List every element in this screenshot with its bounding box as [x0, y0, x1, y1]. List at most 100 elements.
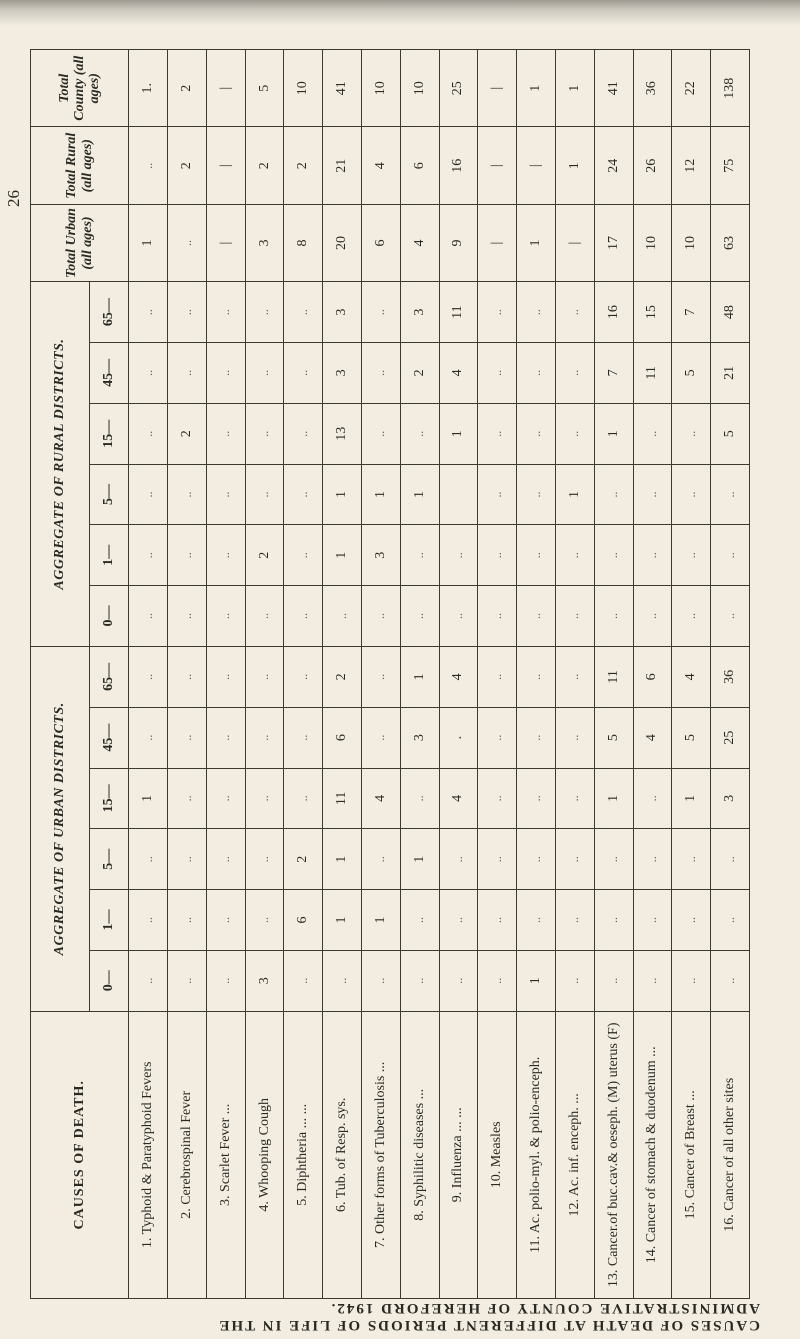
urban-cell: .. — [517, 829, 556, 890]
rural-cell: .. — [672, 586, 711, 647]
rural-cell: 1 — [594, 403, 633, 464]
urban-age-4: 45— — [90, 707, 129, 768]
total-cell-tu: | — [478, 204, 517, 281]
urban-cell: .. — [672, 829, 711, 890]
rural-cell: .. — [129, 586, 168, 647]
rural-age-1: 1— — [90, 525, 129, 586]
urban-cell: .. — [323, 950, 362, 1011]
urban-cell: .. — [168, 890, 207, 951]
urban-cell: 1 — [323, 890, 362, 951]
rural-cell: .. — [206, 525, 245, 586]
mortality-table: CAUSES OF DEATH. AGGREGATE OF URBAN DIST… — [30, 49, 750, 1299]
table-row: 1. Typhoid & Paratyphoid Fevers......1..… — [129, 50, 168, 1299]
rural-cell: 11 — [633, 343, 672, 404]
rural-cell: 3 — [323, 282, 362, 343]
total-cell-tr: 1 — [555, 127, 594, 204]
rural-cell: 16 — [594, 282, 633, 343]
rural-cell: .. — [206, 464, 245, 525]
rural-cell: .. — [245, 586, 284, 647]
rural-cell: .. — [517, 586, 556, 647]
rural-cell: .. — [400, 525, 439, 586]
urban-cell: .. — [400, 950, 439, 1011]
urban-cell: .. — [555, 829, 594, 890]
total-cell-tr: 2 — [168, 127, 207, 204]
rural-cell: .. — [439, 586, 478, 647]
rural-cell: .. — [284, 525, 323, 586]
total-cell-tr: | — [478, 127, 517, 204]
rural-cell: .. — [362, 586, 401, 647]
total-cell-tr: 75 — [711, 127, 750, 204]
rural-cell: 13 — [323, 403, 362, 464]
rural-cell: .. — [555, 282, 594, 343]
total-cell-tc: | — [206, 50, 245, 128]
urban-cell: .. — [555, 890, 594, 951]
rural-cell: .. — [517, 464, 556, 525]
total-cell-tu: 20 — [323, 204, 362, 281]
urban-cell: .. — [206, 707, 245, 768]
rural-cell: .. — [633, 403, 672, 464]
urban-cell: 4 — [439, 646, 478, 707]
total-cell-tr: 24 — [594, 127, 633, 204]
cause-cell: 3. Scarlet Fever ... — [206, 1011, 245, 1298]
rural-cell: .. — [633, 525, 672, 586]
table-row: 7. Other forms of Tuberculosis .....1..4… — [362, 50, 401, 1299]
rural-cell: .. — [168, 343, 207, 404]
rural-cell: 5 — [672, 343, 711, 404]
urban-cell: .. — [633, 950, 672, 1011]
urban-cell: .. — [517, 890, 556, 951]
rural-age-4: 45— — [90, 343, 129, 404]
total-cell-tc: 2 — [168, 50, 207, 128]
urban-age-0: 0— — [90, 950, 129, 1011]
cause-cell: 5. Diphtheria ... ... — [284, 1011, 323, 1298]
urban-cell: .. — [284, 707, 323, 768]
urban-cell: .. — [206, 829, 245, 890]
rural-cell: .. — [478, 343, 517, 404]
urban-cell: .. — [245, 890, 284, 951]
urban-cell: 5 — [594, 707, 633, 768]
total-cell-tc: 22 — [672, 50, 711, 128]
total-cell-tc: 41 — [323, 50, 362, 128]
urban-cell: 1 — [672, 768, 711, 829]
urban-cell: .. — [478, 707, 517, 768]
total-cell-tr: 2 — [284, 127, 323, 204]
rural-cell: 5 — [711, 403, 750, 464]
total-cell-tc: 10 — [284, 50, 323, 128]
total-cell-tr: 21 — [323, 127, 362, 204]
urban-cell: 4 — [633, 707, 672, 768]
urban-cell: . — [439, 707, 478, 768]
rural-cell: .. — [284, 282, 323, 343]
rural-cell: .. — [633, 586, 672, 647]
total-cell-tr: 16 — [439, 127, 478, 204]
total-cell-tc: | — [478, 50, 517, 128]
urban-cell: .. — [439, 829, 478, 890]
urban-cell: .. — [206, 890, 245, 951]
table-row: 13. Cancer.of buc.cav.& oeseph. (M) uter… — [594, 50, 633, 1299]
rural-cell: .. — [555, 343, 594, 404]
rural-cell: .. — [362, 403, 401, 464]
rural-cell: .. — [555, 586, 594, 647]
rural-cell: .. — [245, 282, 284, 343]
urban-cell: 1 — [323, 829, 362, 890]
total-urban-head: Total Urban (all ages) — [31, 204, 129, 281]
rural-cell: .. — [206, 343, 245, 404]
total-cell-tu: 1 — [129, 204, 168, 281]
rural-cell: 3 — [400, 282, 439, 343]
cause-cell: 14. Cancer of stomach & duodenum ... — [633, 1011, 672, 1298]
urban-cell: .. — [284, 950, 323, 1011]
rural-cell: .. — [284, 403, 323, 464]
urban-cell: .. — [168, 768, 207, 829]
urban-cell: .. — [633, 768, 672, 829]
rural-cell: 21 — [711, 343, 750, 404]
scan-shadow — [0, 0, 800, 26]
urban-cell: .. — [633, 890, 672, 951]
rural-cell: .. — [478, 282, 517, 343]
rural-cell: 2 — [400, 343, 439, 404]
rural-group-head: AGGREGATE OF RURAL DISTRICTS. — [31, 282, 90, 647]
rural-cell: .. — [362, 282, 401, 343]
urban-cell: .. — [362, 829, 401, 890]
rural-cell: .. — [594, 464, 633, 525]
total-rural-head: Total Rural (all ages) — [31, 127, 129, 204]
rural-cell: .. — [439, 525, 478, 586]
rural-cell: 1 — [400, 464, 439, 525]
table-row: 4. Whooping Cough3............2........3… — [245, 50, 284, 1299]
